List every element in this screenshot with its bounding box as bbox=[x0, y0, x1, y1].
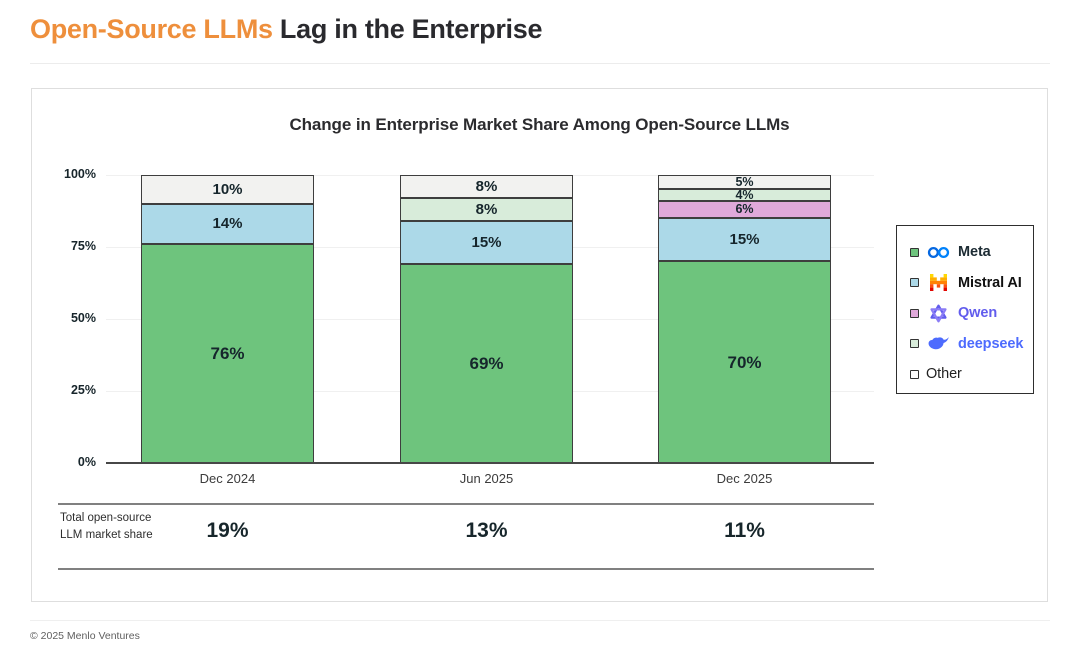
legend-label: Mistral AI bbox=[958, 274, 1022, 291]
chart-card: Change in Enterprise Market Share Among … bbox=[31, 88, 1048, 602]
bar-segment-mistral-ai: 15% bbox=[658, 218, 831, 262]
legend: Meta Mistral AI Qwen deepseek Other bbox=[896, 225, 1034, 394]
bar-segment-other: 8% bbox=[400, 175, 573, 199]
x-axis-label: Dec 2024 bbox=[199, 471, 256, 486]
y-tick-label: 100% bbox=[64, 167, 96, 181]
bar-segment-value: 8% bbox=[475, 201, 498, 219]
total-market-share-value: 19% bbox=[206, 519, 249, 542]
x-axis-line bbox=[106, 461, 874, 464]
page-title: Open-Source LLMs Lag in the Enterprise bbox=[30, 14, 542, 45]
qwen-logo bbox=[930, 304, 947, 323]
bar-segment-value: 76% bbox=[210, 344, 245, 364]
deepseek-logo bbox=[928, 337, 949, 350]
footer-divider bbox=[30, 620, 1050, 621]
bar-segment-value: 14% bbox=[212, 215, 243, 233]
bar-segment-value: 70% bbox=[727, 352, 762, 372]
bar-segment-value: 5% bbox=[735, 175, 754, 189]
meta-logo bbox=[926, 245, 951, 260]
bar-segment-value: 15% bbox=[729, 231, 760, 249]
bar-dec-2025: 70% 15% 6% 4% 5% bbox=[658, 175, 831, 463]
legend-swatch bbox=[910, 369, 919, 379]
legend-label: Other bbox=[926, 366, 962, 383]
page-title-accent: Open-Source LLMs bbox=[30, 14, 273, 44]
legend-swatch bbox=[910, 278, 919, 288]
plot-area: 0% 25% 50% 75% 100% 76% 14% 10% 69% 15% 8% 8% 70% 15… bbox=[32, 89, 1047, 601]
bar-segment-mistral-ai: 14% bbox=[141, 203, 314, 245]
bar-segment-meta: 70% bbox=[658, 261, 831, 463]
page-footer: © 2025 Menlo Ventures bbox=[30, 630, 140, 642]
totals-label: Total open-source LLM market share bbox=[60, 512, 153, 542]
total-market-share-value: 13% bbox=[465, 519, 508, 542]
bar-segment-value: 69% bbox=[469, 354, 504, 374]
total-market-share-value: 11% bbox=[724, 519, 765, 542]
legend-swatch bbox=[910, 247, 919, 257]
legend-item-mistral-ai: Mistral AI bbox=[910, 268, 1033, 299]
copyright-text: © 2025 Menlo Ventures bbox=[30, 630, 140, 642]
bar-dec-2024: 76% 14% 10% bbox=[141, 175, 314, 463]
x-axis-label: Dec 2025 bbox=[716, 471, 773, 486]
meta-logo bbox=[927, 246, 950, 258]
legend-item-other: Other bbox=[910, 359, 1033, 390]
bar-segment-deepseek: 4% bbox=[658, 189, 831, 201]
y-tick-label: 75% bbox=[70, 239, 96, 253]
legend-label: Qwen bbox=[958, 305, 998, 322]
bar-segment-meta: 69% bbox=[400, 264, 573, 463]
bar-segment-value: 8% bbox=[475, 178, 498, 196]
x-axis-label: Jun 2025 bbox=[459, 471, 514, 486]
mistral-logo bbox=[930, 274, 947, 292]
y-tick-label: 0% bbox=[77, 455, 96, 469]
y-tick-label: 25% bbox=[70, 383, 96, 397]
bar-jun-2025: 69% 15% 8% 8% bbox=[400, 175, 573, 463]
legend-swatch bbox=[910, 339, 919, 349]
bar-segment-value: 15% bbox=[471, 234, 502, 252]
header-divider bbox=[30, 63, 1050, 64]
legend-item-meta: Meta bbox=[910, 237, 1033, 268]
legend-item-qwen: Qwen bbox=[910, 298, 1033, 329]
bar-segment-value: 6% bbox=[735, 202, 754, 217]
bar-segment-deepseek: 8% bbox=[400, 198, 573, 222]
totals-top-line bbox=[58, 503, 874, 505]
chart-title: Change in Enterprise Market Share Among … bbox=[289, 115, 790, 134]
bar-segment-mistral-ai: 15% bbox=[400, 221, 573, 265]
totals-bottom-line bbox=[58, 568, 874, 570]
deepseek-logo bbox=[926, 336, 951, 351]
page-title-rest: Lag in the Enterprise bbox=[272, 14, 543, 44]
mistral-logo bbox=[926, 274, 951, 292]
bar-segment-qwen: 6% bbox=[658, 200, 831, 219]
bar-segment-value: 4% bbox=[735, 187, 754, 202]
bar-segment-meta: 76% bbox=[141, 244, 314, 463]
bar-segment-value: 10% bbox=[212, 180, 243, 198]
bar-segment-other: 5% bbox=[658, 175, 831, 190]
bar-segment-other: 10% bbox=[141, 175, 314, 204]
y-tick-label: 50% bbox=[70, 311, 96, 325]
legend-label: deepseek bbox=[958, 335, 1024, 352]
page-header: Open-Source LLMs Lag in the Enterprise bbox=[30, 14, 542, 45]
legend-item-deepseek: deepseek bbox=[910, 329, 1033, 360]
legend-label: Meta bbox=[958, 244, 991, 261]
legend-swatch bbox=[910, 308, 919, 318]
qwen-logo bbox=[926, 304, 951, 323]
